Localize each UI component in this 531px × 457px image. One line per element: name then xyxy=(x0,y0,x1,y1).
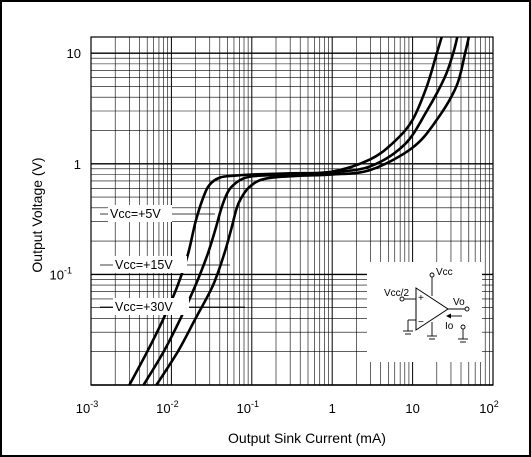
y-tick-label: 1 xyxy=(74,157,81,172)
series-line-3 xyxy=(155,36,471,386)
y-axis-ticks: 10 1 10-1 xyxy=(50,46,81,282)
io-label: Io xyxy=(445,321,454,332)
curve-label-bg-15v xyxy=(113,256,187,273)
op-amp-plus: + xyxy=(418,293,424,304)
x-tick-label: 10-2 xyxy=(156,399,178,416)
x-axis-title: Output Sink Current (mA) xyxy=(228,430,386,446)
curve-label-group: Vcc=+5V Vcc=+15V Vcc=+30V xyxy=(100,205,245,315)
io-arrowhead xyxy=(446,313,451,319)
x-tick-label: 10-1 xyxy=(237,399,259,416)
series-line-1 xyxy=(128,36,443,386)
load-terminal xyxy=(460,324,466,330)
x-tick-label: 1 xyxy=(329,401,336,416)
vo-label: Vo xyxy=(453,297,465,308)
y-tick-label: 10-1 xyxy=(50,265,72,282)
curve-label-5v: Vcc=+5V xyxy=(110,207,161,221)
curves xyxy=(128,36,471,386)
vcc-half-terminal xyxy=(399,296,405,302)
x-axis-ticks: 10-3 10-2 10-1 1 10 102 xyxy=(76,399,499,416)
op-amp-symbol xyxy=(415,287,449,331)
vcc-terminal xyxy=(429,272,435,278)
y-tick-label: 10 xyxy=(67,46,81,61)
vcc-label: Vcc xyxy=(436,267,453,278)
x-tick-label: 10-3 xyxy=(76,399,98,416)
curve-label-bg-5v xyxy=(108,205,172,222)
op-amp-minus: − xyxy=(418,317,424,328)
curve-label-bg-30v xyxy=(113,298,189,315)
curve-label-15v: Vcc=+15V xyxy=(115,258,173,272)
plot-area-border xyxy=(90,36,494,386)
vo-terminal xyxy=(464,306,470,312)
curve-label-30v: Vcc=+30V xyxy=(115,300,173,314)
series-line-2 xyxy=(142,36,459,386)
vcc-half-label: Vcc/2 xyxy=(384,288,409,299)
x-tick-label: 10 xyxy=(405,401,419,416)
test-circuit-inset: + − Vcc Vcc/2 Vo Io xyxy=(367,262,482,362)
x-tick-label: 102 xyxy=(479,399,498,416)
y-axis-title: Output Voltage (V) xyxy=(29,157,45,272)
